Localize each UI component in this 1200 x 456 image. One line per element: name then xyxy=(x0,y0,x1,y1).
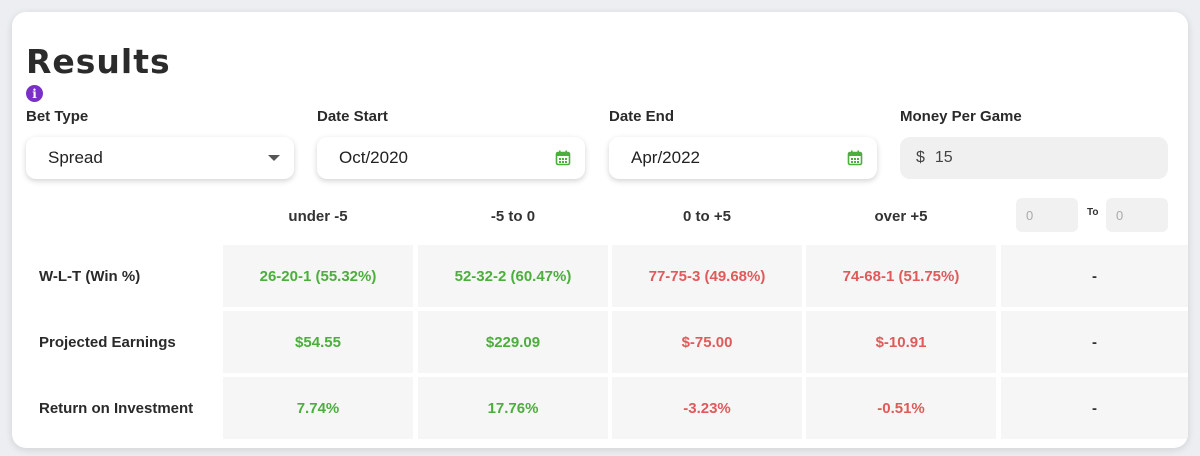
money-per-game-label: Money Per Game xyxy=(900,108,1022,125)
table-cell: $-75.00 xyxy=(612,311,802,373)
date-end-label: Date End xyxy=(609,108,675,125)
range-to-input[interactable]: 0 xyxy=(1106,198,1168,232)
table-cell: 26-20-1 (55.32%) xyxy=(223,245,413,307)
column-header: under -5 xyxy=(288,208,348,225)
table-cell: $229.09 xyxy=(418,311,608,373)
table-cell: 52-32-2 (60.47%) xyxy=(418,245,608,307)
column-header: 0 to +5 xyxy=(683,208,731,225)
column-header: over +5 xyxy=(874,208,928,225)
table-cell: 77-75-3 (49.68%) xyxy=(612,245,802,307)
currency-symbol: $ xyxy=(916,149,925,166)
table-cell: 7.74% xyxy=(223,377,413,439)
money-per-game-input[interactable]: $ 15 xyxy=(900,137,1168,179)
table-cell: $-10.91 xyxy=(806,311,996,373)
table-cell: -3.23% xyxy=(612,377,802,439)
date-end-field[interactable]: Apr/2022 xyxy=(609,137,877,179)
date-end-value: Apr/2022 xyxy=(631,148,700,167)
results-card: Results i Bet Type Date Start Date End M… xyxy=(12,12,1188,448)
table-cell: 74-68-1 (51.75%) xyxy=(806,245,996,307)
date-start-field[interactable]: Oct/2020 xyxy=(317,137,585,179)
page-title: Results xyxy=(26,42,171,81)
table-cell: - xyxy=(1001,311,1188,373)
range-to-label: To xyxy=(1087,207,1099,218)
table-cell: 17.76% xyxy=(418,377,608,439)
range-from-input[interactable]: 0 xyxy=(1016,198,1078,232)
money-per-game-value: 15 xyxy=(934,149,953,166)
row-label-wlt: W-L-T (Win %) xyxy=(39,268,141,285)
table-cell: - xyxy=(1001,245,1188,307)
bet-type-value: Spread xyxy=(48,148,103,167)
table-cell: -0.51% xyxy=(806,377,996,439)
table-cell: - xyxy=(1001,377,1188,439)
row-label-roi: Return on Investment xyxy=(39,400,194,417)
bet-type-select[interactable]: Spread xyxy=(26,137,294,179)
table-cell: $54.55 xyxy=(223,311,413,373)
calendar-icon[interactable] xyxy=(847,150,863,166)
info-icon[interactable]: i xyxy=(26,85,43,102)
calendar-icon[interactable] xyxy=(555,150,571,166)
date-start-label: Date Start xyxy=(317,108,388,125)
chevron-down-icon xyxy=(268,155,280,161)
bet-type-label: Bet Type xyxy=(26,108,89,125)
date-start-value: Oct/2020 xyxy=(339,148,408,167)
row-label-earnings: Projected Earnings xyxy=(39,334,176,351)
column-header: -5 to 0 xyxy=(490,208,536,225)
